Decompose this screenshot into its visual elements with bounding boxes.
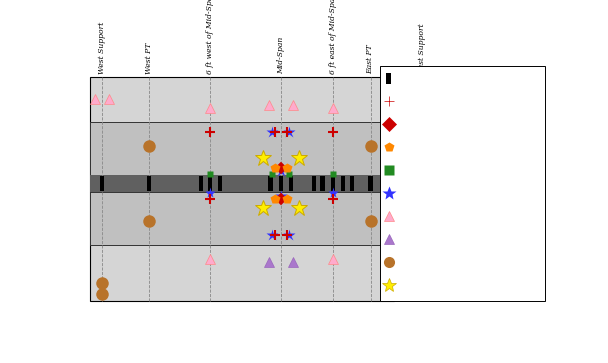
Text: External SG: top of beams: External SG: top of beams xyxy=(399,74,513,83)
Bar xyxy=(100,176,104,191)
Text: Load cell: Load cell xyxy=(399,257,438,266)
Text: West Support: West Support xyxy=(98,22,106,74)
Bar xyxy=(218,176,222,191)
Text: Thermocouple: top of beams: Thermocouple: top of beams xyxy=(399,212,523,220)
Bar xyxy=(320,176,325,191)
Bar xyxy=(386,73,391,84)
Text: 6 ft west of Mid-Span: 6 ft west of Mid-Span xyxy=(206,0,214,74)
Text: Internal SG: top of beams: Internal SG: top of beams xyxy=(399,97,511,106)
Text: Actuator: Load cell and LVDT: Actuator: Load cell and LVDT xyxy=(399,280,527,289)
Text: LVDT: top of beams: LVDT: top of beams xyxy=(399,166,484,175)
Text: East PT: East PT xyxy=(367,45,375,74)
Bar xyxy=(331,176,335,191)
Bar xyxy=(90,77,394,301)
Bar xyxy=(312,176,316,191)
Text: External SG: bottom of beams: External SG: bottom of beams xyxy=(399,120,530,129)
Bar xyxy=(208,176,212,191)
Bar xyxy=(350,176,354,191)
Bar xyxy=(90,122,434,175)
Text: West PT: West PT xyxy=(145,43,153,74)
Bar xyxy=(199,176,203,191)
Bar xyxy=(279,176,283,191)
Bar xyxy=(380,66,545,301)
Bar xyxy=(90,175,434,192)
Bar xyxy=(341,176,345,191)
Text: Mid-Span: Mid-Span xyxy=(277,37,285,74)
Bar xyxy=(368,176,373,191)
Bar xyxy=(90,192,434,245)
Bar xyxy=(420,176,424,191)
Text: East Support: East Support xyxy=(418,24,426,74)
Bar xyxy=(147,176,151,191)
Text: Internal SG: bottom of beams: Internal SG: bottom of beams xyxy=(399,143,527,152)
Bar xyxy=(289,176,294,191)
Text: LVDT: bottom of beams: LVDT: bottom of beams xyxy=(399,189,500,197)
Bar xyxy=(269,176,273,191)
Text: Thermocouple: bottom of beams: Thermocouple: bottom of beams xyxy=(399,234,539,244)
Text: 6 ft east of Mid-Span: 6 ft east of Mid-Span xyxy=(329,0,337,74)
